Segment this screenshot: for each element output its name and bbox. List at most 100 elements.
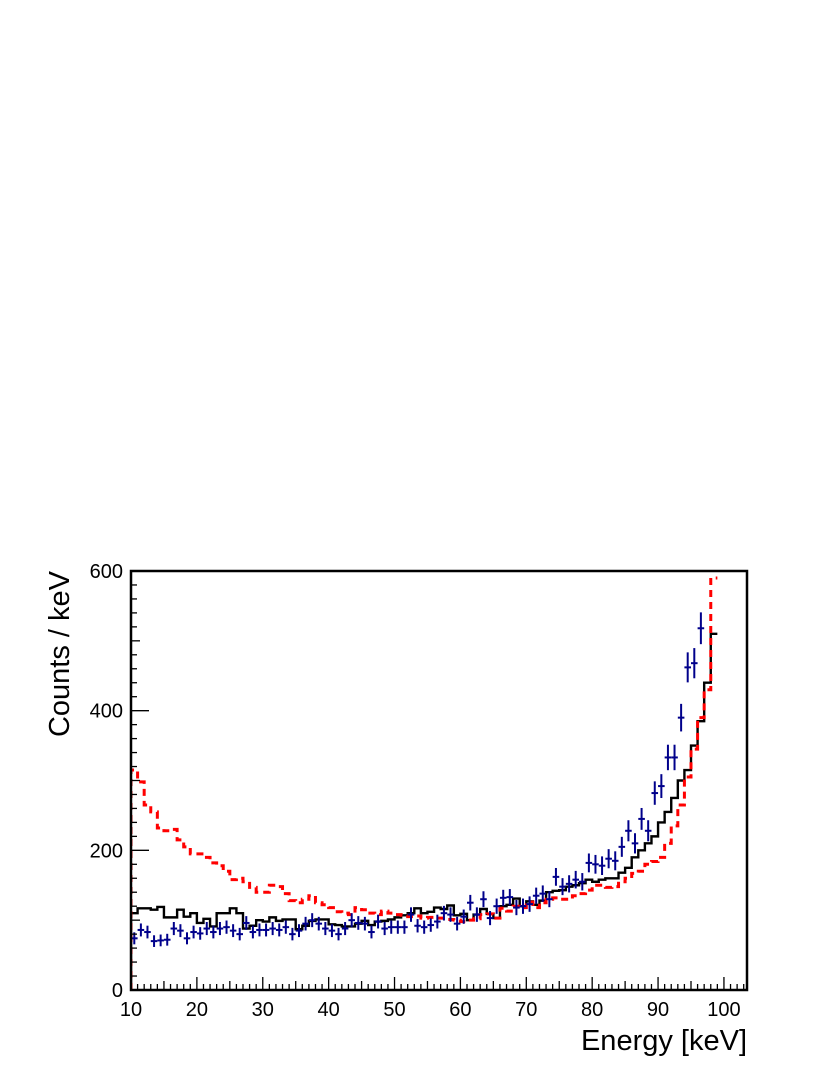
data-point: [598, 856, 606, 876]
data-point: [203, 921, 211, 936]
data-point: [315, 916, 323, 931]
data-point: [355, 916, 362, 930]
data-point: [302, 916, 309, 931]
data-point: [526, 896, 533, 912]
data-point: [150, 935, 158, 947]
data-point: [697, 612, 705, 645]
x-tick-label: 60: [449, 999, 471, 1021]
data-point: [559, 878, 566, 896]
data-point: [269, 921, 276, 936]
data-point: [506, 889, 514, 906]
data-point: [394, 920, 402, 934]
y-tick-label: 0: [112, 980, 123, 1002]
data-point: [532, 887, 540, 904]
data-point: [519, 898, 527, 914]
data-point: [691, 648, 698, 679]
data-point: [368, 925, 375, 939]
data-point: [170, 921, 178, 936]
data-point: [361, 916, 369, 931]
data-point: [387, 920, 395, 934]
data-point: [144, 925, 151, 939]
data-point: [499, 889, 507, 906]
data-point: [434, 914, 441, 929]
data-point: [539, 885, 547, 902]
y-tick-label: 400: [90, 701, 123, 723]
dashed-step-series: [131, 576, 718, 990]
x-tick-label: 30: [252, 999, 274, 1021]
data-point: [546, 891, 553, 908]
data-point: [420, 920, 428, 934]
x-tick-label: 20: [186, 999, 208, 1021]
data-point: [282, 920, 290, 934]
data-point: [480, 891, 487, 908]
data-point: [664, 744, 672, 771]
x-axis-title: Energy [keV]: [581, 1025, 747, 1057]
data-point: [183, 932, 191, 945]
data-point: [262, 923, 270, 937]
data-point: [618, 836, 626, 857]
data-point: [467, 894, 474, 911]
data-point: [447, 907, 454, 922]
data-point: [611, 851, 619, 871]
data-point: [401, 920, 408, 934]
data-point: [651, 781, 659, 805]
data-point: [414, 919, 421, 933]
data-point: [638, 807, 645, 830]
data-point: [579, 873, 586, 891]
data-point: [210, 925, 217, 939]
data-point: [427, 918, 435, 932]
y-tick-label: 200: [90, 840, 123, 862]
data-point: [644, 820, 652, 842]
data-point: [163, 933, 171, 946]
data-point: [585, 853, 593, 873]
data-point: [190, 925, 197, 939]
data-point: [177, 924, 184, 938]
data-point: [243, 916, 250, 930]
data-point: [565, 875, 573, 893]
x-tick-label: 80: [581, 999, 603, 1021]
data-point: [684, 652, 691, 683]
data-point: [513, 900, 520, 916]
x-tick-label: 100: [707, 999, 740, 1021]
data-points-series: [131, 612, 705, 947]
data-point: [223, 920, 230, 934]
data-point: [216, 921, 224, 936]
x-tick-label: 40: [318, 999, 340, 1021]
x-tick-label: 50: [383, 999, 405, 1021]
data-point: [335, 927, 342, 941]
data-point: [677, 703, 685, 732]
data-point: [308, 913, 316, 928]
data-point: [229, 924, 237, 938]
data-point: [473, 907, 481, 922]
y-axis-title: Counts / keV: [44, 570, 76, 737]
data-point: [493, 898, 500, 914]
data-point: [348, 913, 355, 928]
data-point: [552, 867, 560, 886]
data-point: [625, 820, 632, 842]
data-point: [486, 910, 494, 926]
data-point: [322, 921, 329, 936]
data-point: [256, 923, 263, 937]
data-point: [407, 907, 415, 922]
data-point: [236, 927, 243, 941]
data-point: [249, 925, 257, 939]
data-point: [137, 923, 145, 937]
data-point: [374, 914, 382, 929]
data-point: [460, 909, 467, 924]
data-point: [631, 833, 639, 854]
data-point: [341, 921, 349, 936]
data-point: [572, 870, 579, 889]
data-point: [328, 924, 336, 938]
data-point: [157, 934, 164, 947]
data-point: [289, 927, 296, 941]
data-point: [592, 854, 599, 874]
x-tick-label: 10: [120, 999, 142, 1021]
data-point: [295, 924, 303, 938]
data-point: [658, 774, 665, 799]
y-tick-label: 600: [90, 561, 123, 583]
solid-step-series: [131, 632, 718, 990]
data-point: [196, 927, 204, 940]
x-tick-label: 70: [515, 999, 537, 1021]
data-point: [440, 905, 448, 921]
data-point: [671, 744, 678, 771]
